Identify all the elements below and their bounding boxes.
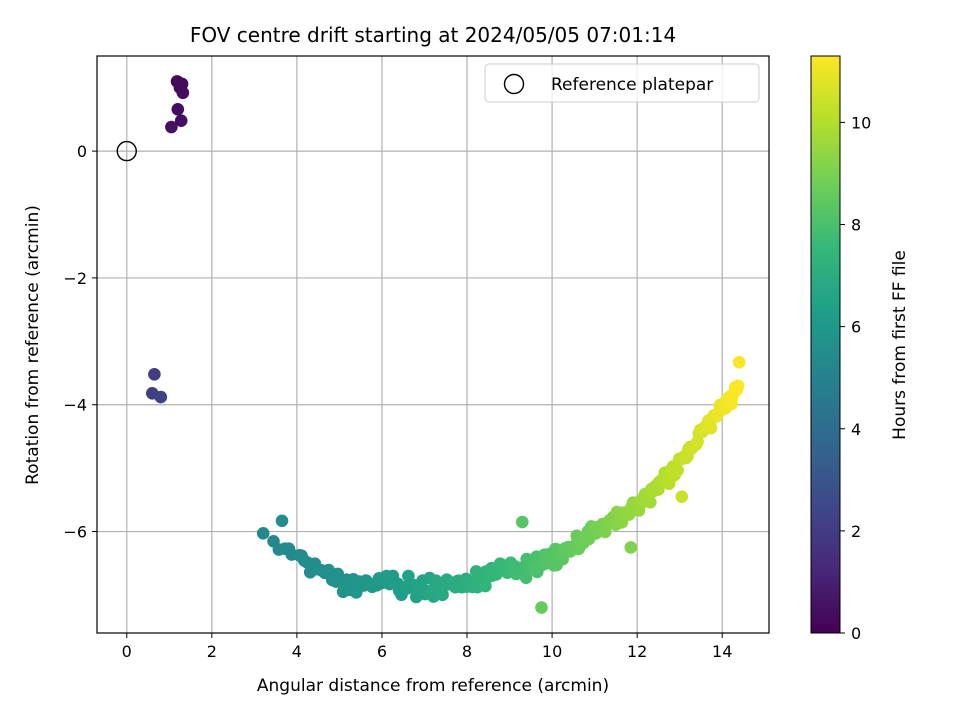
data-point bbox=[154, 390, 168, 404]
x-tick-label: 0 bbox=[122, 642, 132, 661]
data-point bbox=[275, 514, 289, 528]
x-axis-label: Angular distance from reference (arcmin) bbox=[257, 676, 609, 696]
y-tick-label: −2 bbox=[63, 269, 87, 288]
data-point bbox=[171, 103, 185, 116]
data-point bbox=[671, 464, 684, 477]
data-point bbox=[165, 120, 178, 134]
y-tick-label: −4 bbox=[63, 396, 87, 415]
x-tick-label: 12 bbox=[627, 642, 647, 661]
data-point bbox=[519, 571, 533, 585]
x-tick-label: 2 bbox=[207, 642, 217, 661]
legend-entry-reference: Reference platepar bbox=[551, 75, 713, 95]
chart-title: FOV centre drift starting at 2024/05/05 … bbox=[190, 23, 676, 47]
colorbar-tick-label: 6 bbox=[851, 318, 861, 337]
data-point bbox=[331, 567, 345, 581]
x-tick-label: 4 bbox=[292, 642, 302, 661]
x-tick-label: 10 bbox=[542, 642, 562, 661]
y-axis-label: Rotation from reference (arcmin) bbox=[23, 205, 43, 485]
data-point bbox=[675, 490, 689, 504]
data-point bbox=[436, 588, 449, 602]
colorbar-label: Hours from first FF file bbox=[890, 250, 910, 440]
data-point bbox=[516, 515, 529, 529]
legend-reference-marker bbox=[503, 73, 525, 95]
x-tick-label: 6 bbox=[377, 642, 387, 661]
colorbar-tick-label: 8 bbox=[851, 216, 861, 235]
colorbar-tick-label: 2 bbox=[851, 522, 861, 541]
data-point bbox=[429, 574, 443, 587]
axis-ticks: 0 2 4 6 8 10 12 14 0 −2 −4 −6 bbox=[63, 142, 732, 661]
colorbar-ticks: 0 2 4 6 8 10 bbox=[840, 113, 871, 643]
legend: Reference platepar bbox=[484, 63, 760, 103]
colorbar-gradient bbox=[810, 55, 841, 634]
reference-platepar-marker bbox=[116, 140, 137, 162]
data-point bbox=[732, 356, 746, 369]
data-point bbox=[691, 435, 704, 448]
plot-frame bbox=[96, 55, 770, 634]
grid bbox=[97, 56, 769, 633]
data-points bbox=[116, 75, 746, 614]
x-tick-label: 8 bbox=[462, 642, 472, 661]
colorbar-tick-label: 10 bbox=[851, 113, 871, 132]
data-point bbox=[731, 379, 745, 393]
legend-box bbox=[484, 63, 760, 103]
data-point bbox=[624, 541, 638, 554]
colorbar: 0 2 4 6 8 10 Hours from first FF file bbox=[810, 55, 910, 643]
data-point bbox=[256, 527, 270, 540]
data-point bbox=[174, 114, 188, 127]
colorbar-tick-label: 0 bbox=[851, 624, 861, 643]
data-point bbox=[148, 368, 161, 381]
data-point bbox=[173, 81, 187, 94]
colorbar-tick-label: 4 bbox=[851, 420, 861, 439]
x-tick-label: 14 bbox=[712, 642, 732, 661]
y-tick-label: 0 bbox=[77, 142, 87, 161]
y-tick-label: −6 bbox=[63, 523, 87, 542]
data-point bbox=[535, 601, 548, 614]
